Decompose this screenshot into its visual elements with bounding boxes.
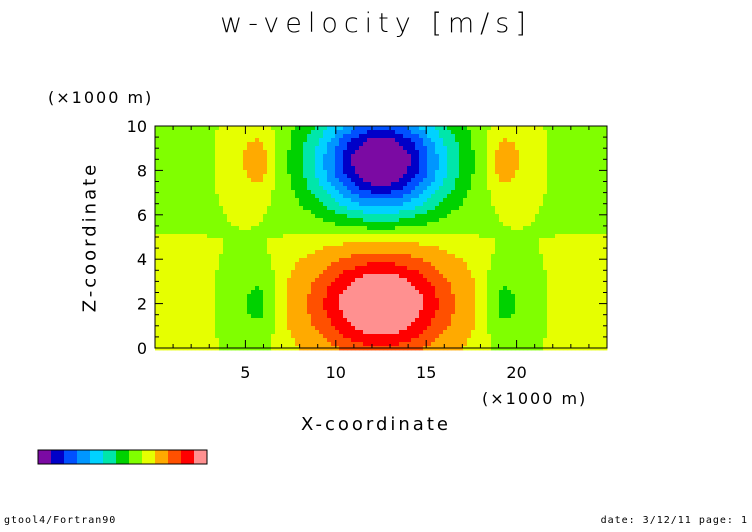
color-bar [37, 449, 208, 465]
color-bar-swatch [194, 450, 207, 464]
color-bar-swatch [168, 450, 181, 464]
x-tick-label: 10 [326, 363, 346, 382]
color-bar-swatch [51, 450, 64, 464]
x-tick-label: 5 [240, 363, 250, 382]
x-tick-label: 20 [506, 363, 526, 382]
y-tick-label: 8 [137, 161, 147, 180]
x-tick-label: 15 [416, 363, 436, 382]
color-bar-swatch [116, 450, 129, 464]
color-bar-swatch [103, 450, 116, 464]
plot-axes: 5 10 15 20 0 2 4 6 8 10 [127, 117, 608, 382]
y-tick-label: 2 [137, 295, 147, 314]
color-bar-swatch [142, 450, 155, 464]
color-bar-swatch [77, 450, 90, 464]
color-bar-swatch [90, 450, 103, 464]
x-axis-unit: (×1000 m) [482, 389, 588, 408]
y-tick-label: 10 [127, 117, 147, 136]
color-bar-swatch [155, 450, 168, 464]
y-tick-label: 6 [137, 206, 147, 225]
color-bar-swatch [64, 450, 77, 464]
chart-title: w-velocity [m/s] [220, 8, 532, 39]
color-bar-frame [37, 449, 208, 465]
color-bar-swatch [181, 450, 194, 464]
footer-right-text: date: 3/12/11 page: 1 [600, 515, 748, 526]
color-bar-swatch [129, 450, 142, 464]
color-bar-swatch [38, 450, 51, 464]
x-axis-label: X-coordinate [301, 414, 451, 435]
y-tick-label: 0 [137, 339, 147, 358]
y-tick-label: 4 [137, 250, 147, 269]
contour-field [155, 126, 608, 351]
y-axis-unit: (×1000 m) [48, 88, 154, 107]
footer-left-text: gtool4/Fortran90 [4, 515, 117, 526]
